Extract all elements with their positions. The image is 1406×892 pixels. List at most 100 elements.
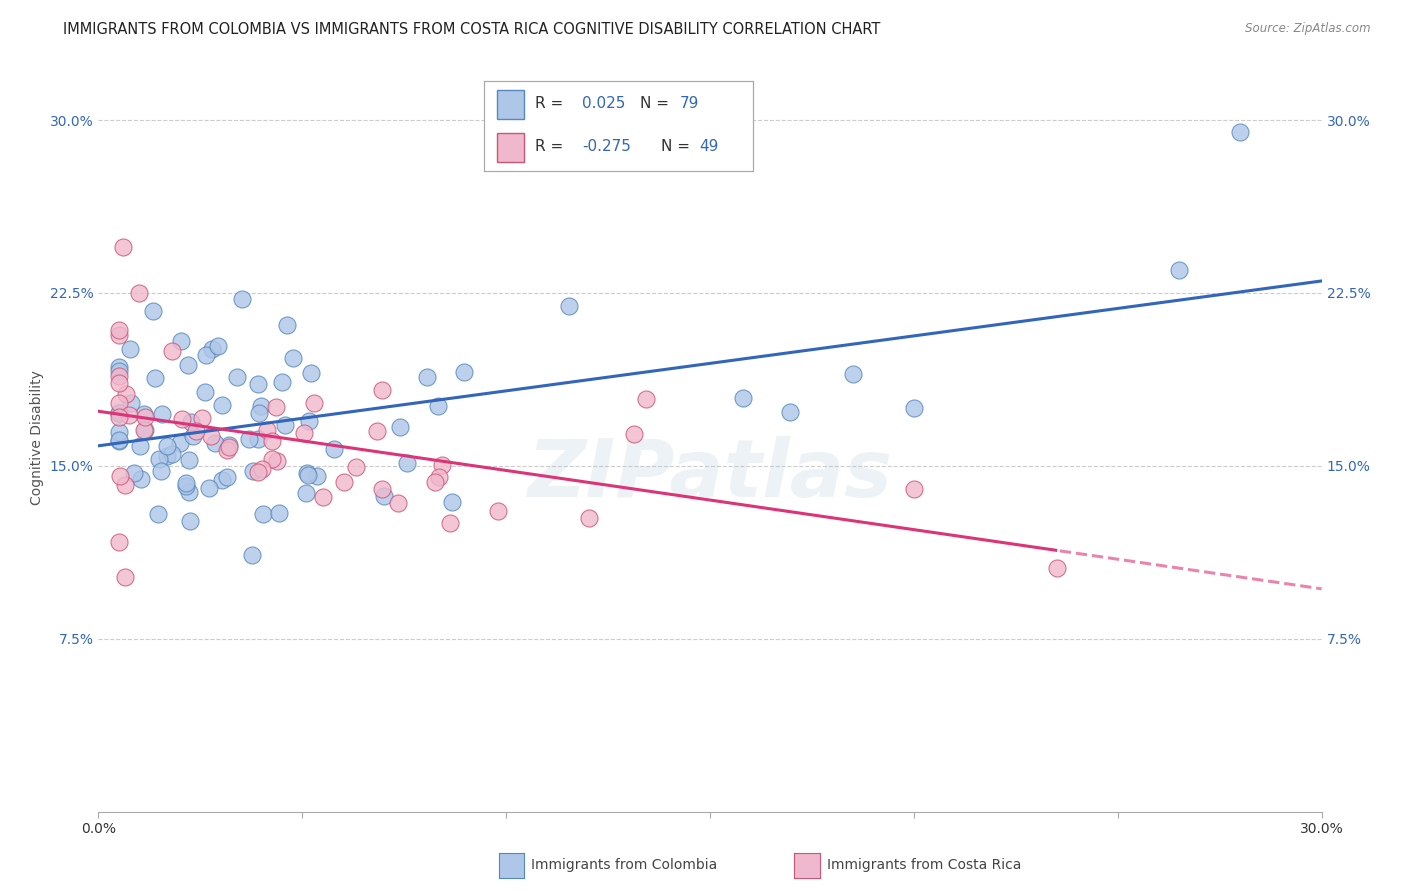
Point [134, 423, 156, 437]
Point [194, 384, 217, 399]
Point [118, 409, 141, 423]
Point [252, 507, 274, 521]
Point [128, 285, 150, 300]
Point [305, 469, 328, 483]
Point [294, 486, 316, 500]
Point [160, 447, 183, 461]
Point [172, 412, 194, 426]
Point [134, 424, 156, 438]
Point [344, 459, 367, 474]
Point [146, 507, 169, 521]
Point [217, 442, 239, 457]
Point [779, 405, 801, 419]
Point [371, 482, 394, 496]
Point [170, 334, 193, 348]
Point [218, 438, 240, 452]
Point [120, 396, 142, 410]
Point [427, 470, 450, 484]
Point [1045, 561, 1069, 575]
Point [156, 439, 179, 453]
Point [256, 423, 278, 437]
Point [142, 303, 165, 318]
Point [387, 496, 409, 510]
Point [177, 485, 200, 500]
Point [118, 343, 141, 357]
Point [388, 420, 411, 434]
Point [292, 425, 315, 440]
Point [247, 406, 270, 420]
Point [149, 464, 172, 478]
Point [177, 358, 200, 372]
Point [427, 399, 450, 413]
Point [195, 348, 218, 362]
Point [211, 473, 233, 487]
Point [304, 396, 326, 410]
Point [129, 439, 152, 453]
Point [440, 495, 463, 509]
Point [108, 433, 131, 447]
Point [332, 475, 354, 489]
Point [246, 432, 269, 446]
Point [370, 384, 392, 398]
Point [108, 434, 131, 449]
Point [841, 367, 863, 381]
Point [274, 418, 297, 433]
Point [238, 432, 260, 446]
Point [486, 504, 509, 518]
Point [108, 425, 131, 439]
Point [108, 406, 131, 420]
Point [226, 370, 249, 384]
Point [366, 424, 388, 438]
Point [181, 429, 204, 443]
Point [623, 427, 645, 442]
Y-axis label: Cognitive Disability: Cognitive Disability [30, 369, 44, 505]
Point [267, 506, 290, 520]
Point [108, 409, 131, 424]
Point [1167, 263, 1189, 277]
Point [432, 458, 454, 473]
Point [114, 478, 136, 492]
Point [218, 440, 240, 454]
Point [297, 467, 319, 482]
Point [108, 359, 131, 374]
Point [242, 548, 264, 562]
Point [174, 479, 197, 493]
Point [108, 369, 131, 384]
Point [108, 534, 131, 549]
Point [211, 398, 233, 412]
Point [903, 401, 925, 416]
Point [169, 435, 191, 450]
Point [312, 490, 335, 504]
Point [415, 369, 437, 384]
Point [270, 375, 292, 389]
Point [247, 377, 270, 392]
Point [242, 464, 264, 478]
Point [266, 454, 288, 468]
Point [558, 299, 581, 313]
Point [423, 475, 446, 489]
Text: ZIPatlas: ZIPatlas [527, 435, 893, 514]
Point [108, 406, 131, 420]
Point [1229, 125, 1251, 139]
Point [129, 472, 152, 486]
Point [198, 481, 221, 495]
Point [108, 376, 131, 390]
Point [134, 410, 156, 425]
Point [177, 453, 200, 467]
Point [176, 476, 198, 491]
Point [262, 434, 284, 448]
Point [156, 450, 179, 464]
Point [111, 240, 134, 254]
Text: Immigrants from Costa Rica: Immigrants from Costa Rica [827, 858, 1021, 872]
Point [122, 467, 145, 481]
Point [160, 343, 183, 358]
Point [281, 351, 304, 366]
Point [108, 396, 131, 410]
Point [262, 451, 284, 466]
Point [143, 371, 166, 385]
Point [204, 436, 226, 450]
Point [231, 293, 253, 307]
Point [373, 489, 395, 503]
Point [322, 442, 344, 456]
Point [108, 328, 131, 343]
